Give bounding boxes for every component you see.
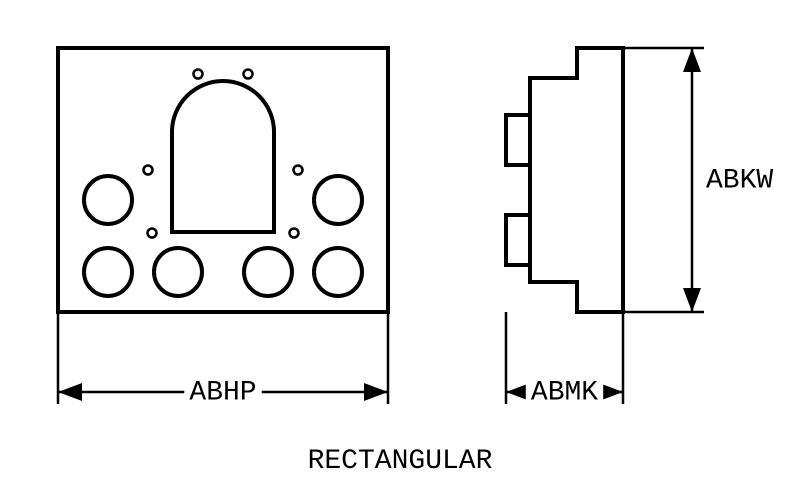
side-notch-0 [506,115,530,165]
small-hole-3 [290,229,299,238]
arrowhead [364,383,388,401]
side-back-plate [577,48,623,312]
arrowhead [683,48,701,72]
small-hole-4 [194,70,203,79]
side-body [530,78,577,282]
side-notch-1 [506,215,530,265]
figure-title: RECTANGULAR [308,446,493,477]
large-hole-3 [154,248,202,296]
large-hole-5 [314,248,362,296]
front-view-outline [58,48,388,312]
small-hole-1 [294,166,303,175]
small-hole-5 [244,70,253,79]
large-hole-2 [84,248,132,296]
arch-cutout [172,81,274,232]
arrowhead [58,383,82,401]
large-hole-0 [84,176,132,224]
ABKW-label: ABKW [706,165,773,196]
ABHP-label: ABHP [189,377,256,408]
arrowhead [683,288,701,312]
small-hole-2 [148,229,157,238]
large-hole-4 [244,248,292,296]
small-hole-0 [144,166,153,175]
large-hole-1 [314,176,362,224]
ABMK-label: ABMK [531,377,598,408]
